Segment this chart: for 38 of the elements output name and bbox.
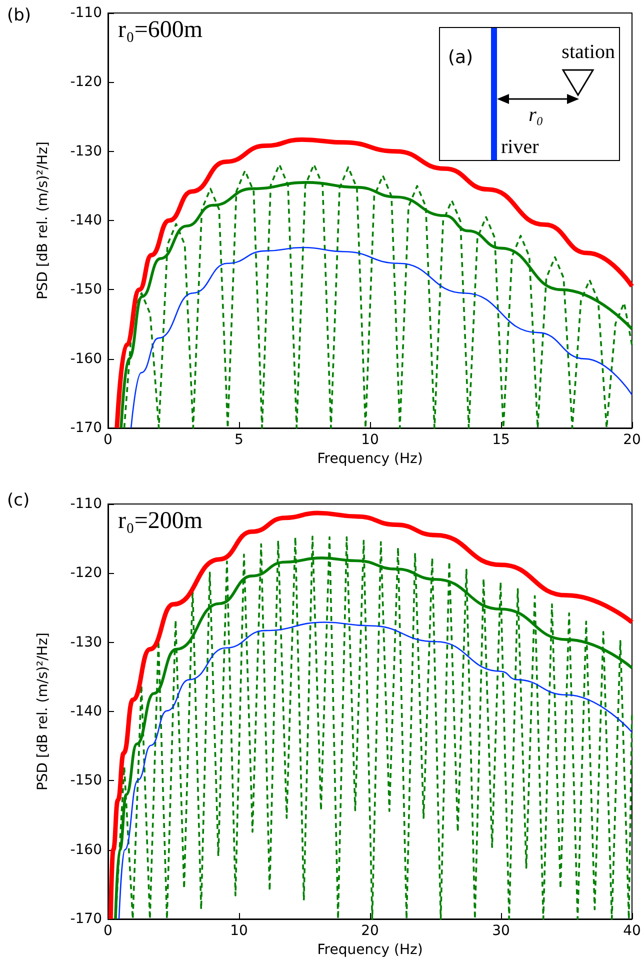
chart-title: (b) (7, 6, 32, 26)
y-tick-label: -140 (70, 212, 102, 228)
x-tick-label: 0 (104, 432, 112, 448)
y-tick-label: -120 (70, 565, 102, 582)
y-axis-title: PSD [dB rel. (m/s)²/Hz] (35, 141, 51, 300)
x-tick-label: 20 (623, 432, 641, 448)
annotation: r₀ (528, 104, 544, 126)
x-tick-label: 10 (230, 923, 248, 939)
x-axis-title: Frequency (Hz) (317, 942, 423, 958)
y-tick-label: -150 (70, 772, 102, 789)
x-axis-title: Frequency (Hz) (317, 450, 423, 467)
x-tick-label: 0 (104, 923, 112, 939)
y-tick-label: -130 (70, 143, 102, 160)
y-tick-label: -120 (70, 74, 102, 90)
x-tick-label: 40 (623, 923, 641, 939)
line-series (118, 622, 633, 920)
y-tick-label: -170 (70, 420, 102, 436)
y-tick-label: -150 (70, 282, 102, 298)
chart-title: (c) (7, 490, 30, 510)
annotation: (a) (448, 47, 474, 68)
y-tick-label: -110 (70, 496, 102, 512)
annotation: r₀=600m (118, 17, 203, 44)
x-tick-label: 15 (492, 432, 510, 448)
y-tick-label: -160 (70, 350, 102, 367)
annotation: r₀=200m (118, 508, 203, 535)
y-tick-label: -170 (70, 911, 102, 927)
x-tick-label: 20 (361, 923, 379, 939)
x-tick-label: 10 (361, 432, 379, 448)
x-tick-label: 5 (234, 432, 244, 448)
y-tick-label: -110 (70, 5, 102, 21)
y-tick-label: -130 (70, 634, 102, 650)
y-axis-title: PSD [dB rel. (m/s)²/Hz] (35, 632, 51, 791)
y-tick-label: -160 (70, 842, 102, 858)
line-series (130, 246, 633, 429)
annotation: river (501, 136, 540, 158)
y-tick-label: -140 (70, 704, 102, 720)
annotation: station (562, 41, 615, 63)
x-tick-label: 30 (492, 923, 510, 939)
